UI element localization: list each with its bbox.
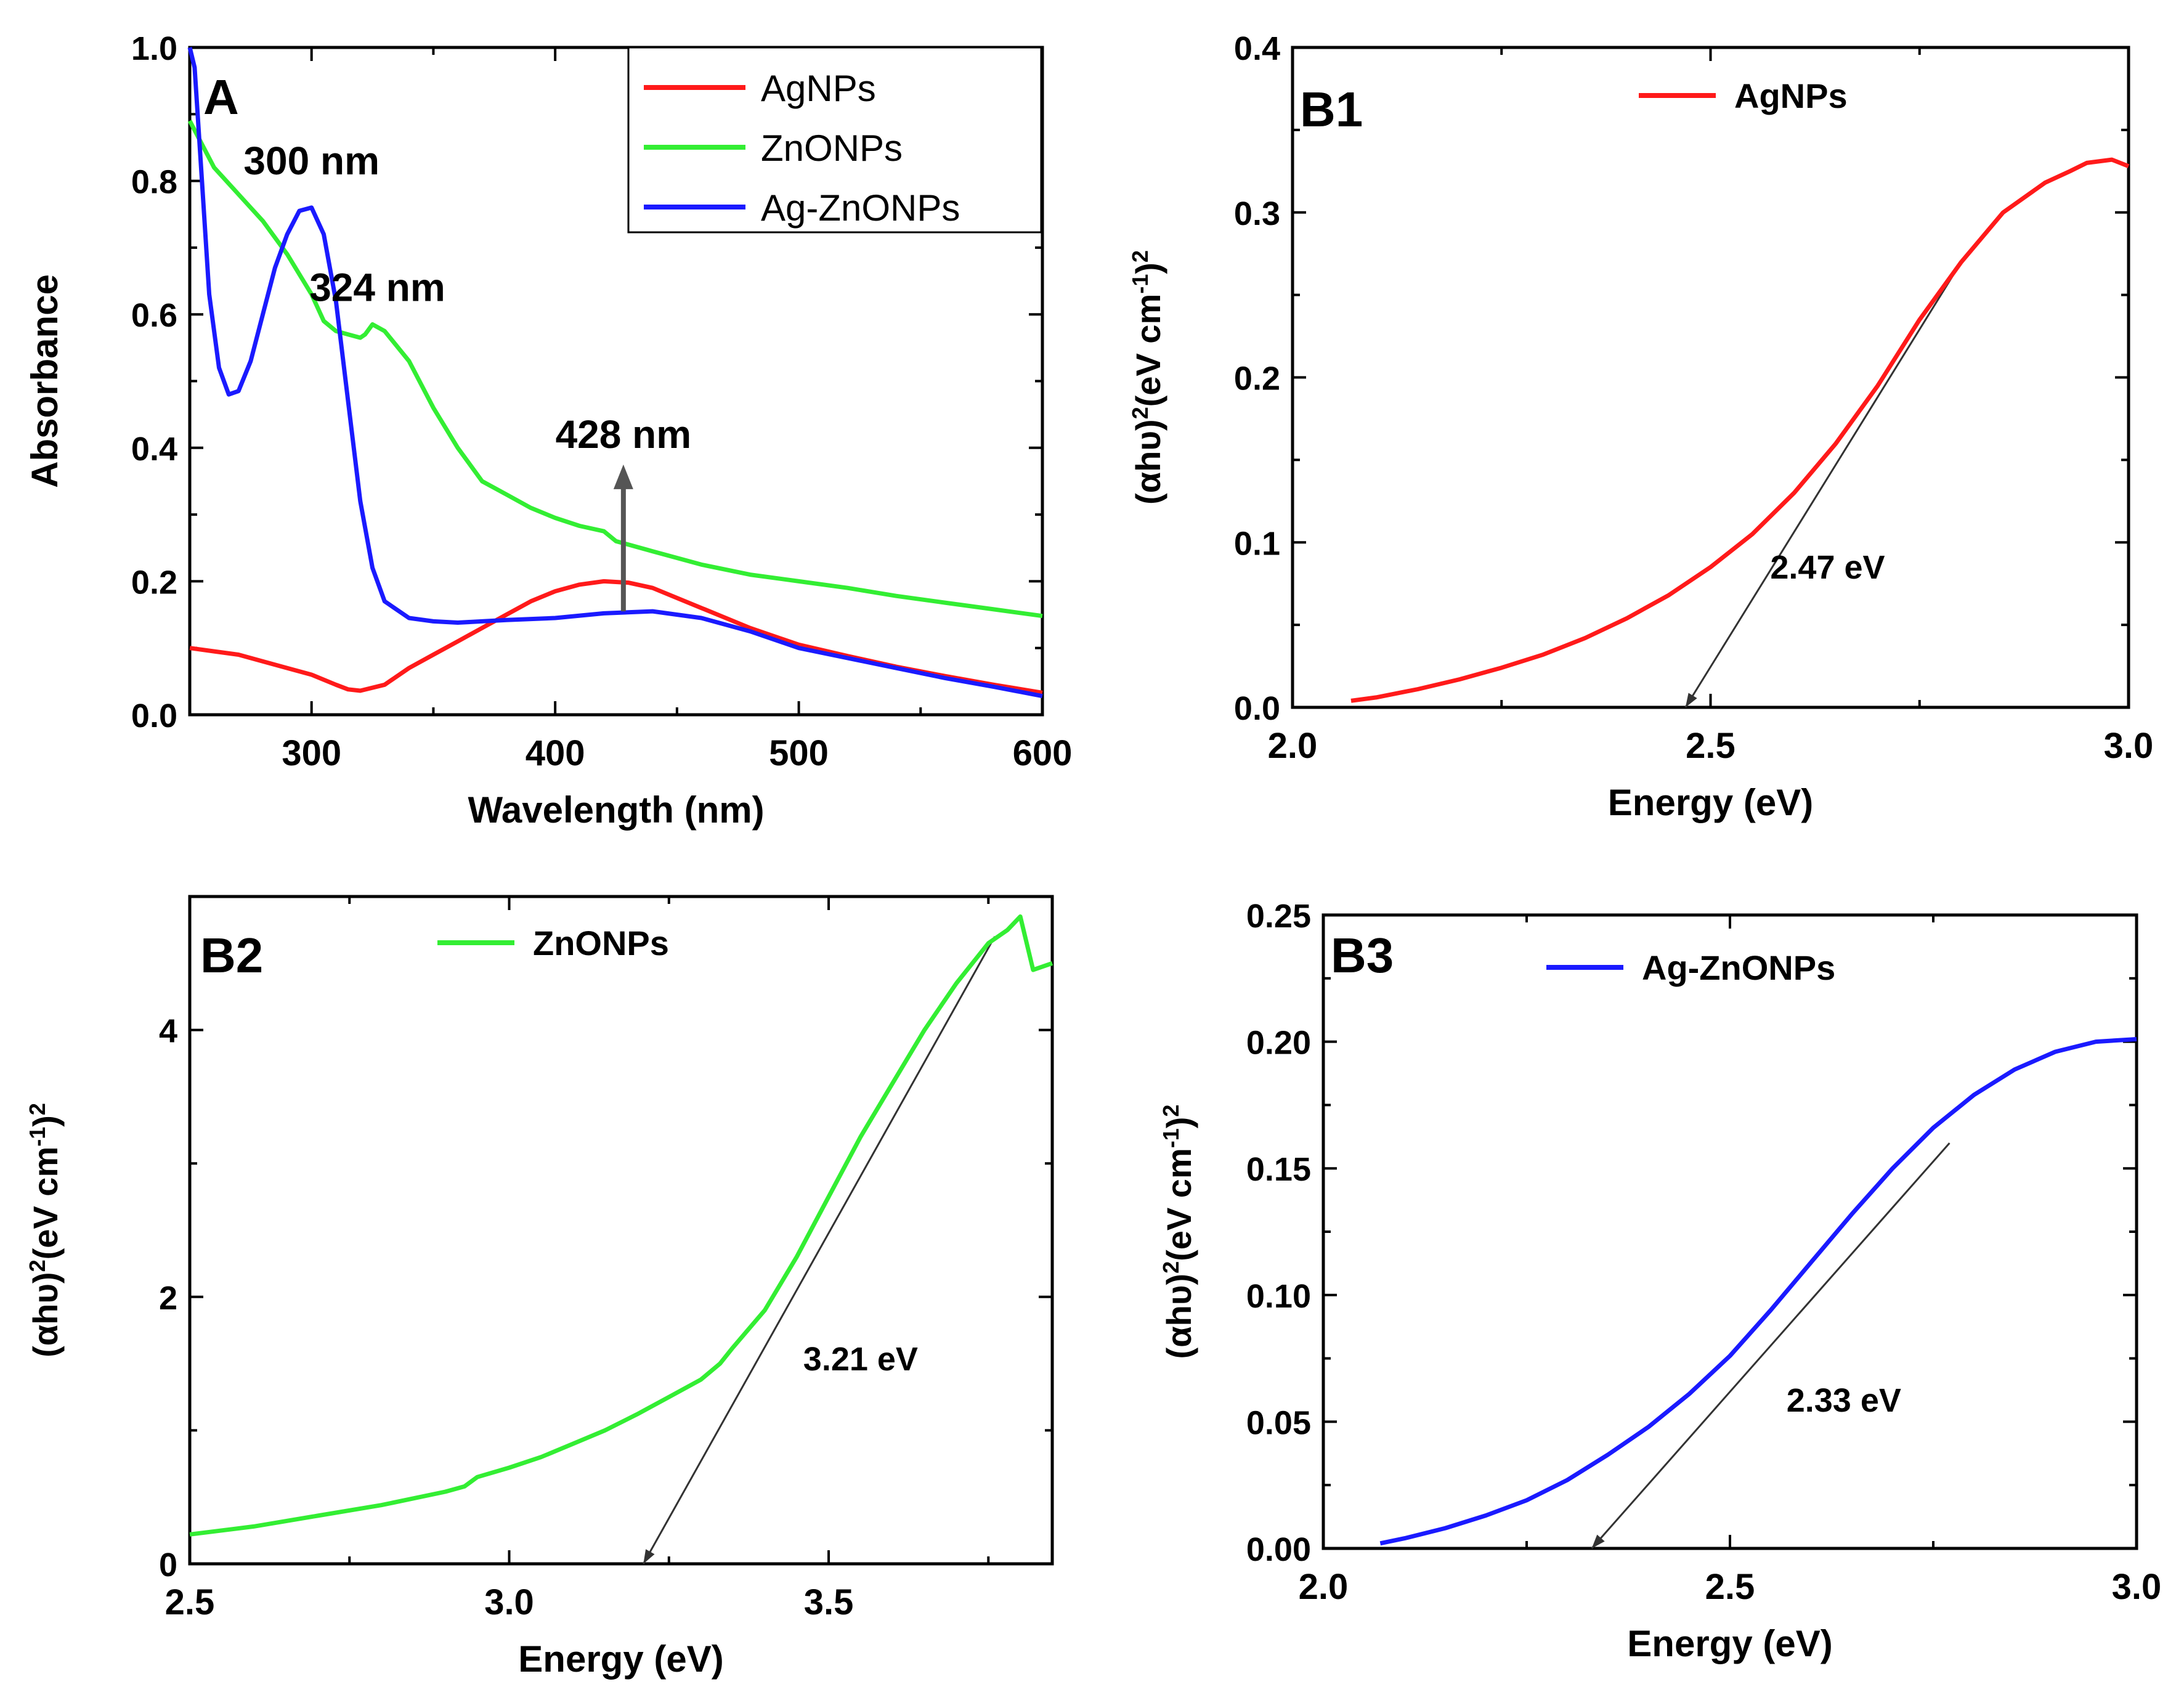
tangent-arrowhead [1685, 693, 1697, 707]
x-axis-label: Energy (eV) [1627, 1623, 1832, 1664]
x-axis-label: Energy (eV) [518, 1638, 723, 1680]
legend-entry: AgNPs [761, 68, 876, 109]
y-tick-label: 1.0 [131, 30, 177, 67]
y-tick-label: 0.20 [1246, 1025, 1311, 1062]
peak-arrowhead [613, 464, 633, 489]
panel-label: B3 [1331, 928, 1394, 983]
y-tick-label: 0.2 [1234, 360, 1280, 397]
y-tick-label: 0.10 [1246, 1278, 1311, 1315]
y-tick-label: 0 [159, 1547, 177, 1584]
y-tick-label: 4 [159, 1013, 177, 1050]
y-tick-label: 2 [159, 1280, 177, 1317]
y-axis-label: (αhυ)2(eV cm-1)2 [1158, 1105, 1199, 1359]
legend-entry: Ag-ZnONPs [761, 187, 960, 229]
y-tick-label: 0.0 [1234, 690, 1280, 727]
tangent-line [1684, 261, 1962, 708]
panel-label: A [203, 70, 239, 124]
tangent-arrowhead [643, 1549, 655, 1564]
y-tick-label: 0.25 [1246, 898, 1311, 935]
panel-b3: 2.0 2.5 3.0 0.00 0.05 0.10 0.15 0.20 0.25 Energy … [1158, 898, 2162, 1664]
annotation-label: 3.21 eV [803, 1341, 918, 1378]
x-tick-label: 3.0 [2112, 1567, 2162, 1607]
legend-entry: ZnONPs [533, 924, 669, 962]
series-line-znonps [189, 914, 1053, 1537]
x-tick-label: 600 [1013, 733, 1073, 773]
panel-a: 300 400 500 600 0.0 0.2 0.4 0.6 0.8 1.0 Wavelength… [24, 30, 1072, 831]
legend-entry: AgNPs [1734, 76, 1848, 115]
y-tick-label: 0.4 [131, 431, 177, 468]
tangent-line [642, 936, 996, 1564]
x-tick-label: 2.5 [165, 1582, 215, 1622]
series-line-znonps [187, 120, 1043, 619]
y-tick-label: 0.15 [1246, 1151, 1311, 1188]
y-tick-label: 0.0 [131, 697, 177, 734]
annotation-label: 324 nm [309, 266, 445, 310]
y-tick-label: 0.00 [1246, 1531, 1311, 1568]
y-tick-label: 0.05 [1246, 1404, 1311, 1441]
y-tick-label: 0.4 [1234, 30, 1280, 67]
panel-label: B2 [200, 928, 263, 983]
y-axis-label: (αhυ)2(eV cm-1)2 [1127, 250, 1168, 505]
panel-b2: 2.5 3.0 3.5 0 2 4 Energy (eV) (αhυ)2(eV cm-1)2 3… [25, 895, 1054, 1680]
annotation-label: 2.47 eV [1770, 549, 1885, 586]
x-axis-label: Energy (eV) [1608, 782, 1813, 823]
annotation-label: 300 nm [243, 139, 380, 183]
y-tick-label: 0.6 [131, 297, 177, 334]
x-tick-label: 500 [769, 733, 829, 773]
x-tick-label: 3.5 [804, 1582, 854, 1622]
legend-box [627, 46, 1042, 234]
y-tick-label: 0.8 [131, 164, 177, 201]
panel-b1: 2.0 2.5 3.0 0.0 0.1 0.2 0.3 0.4 Energy (eV) (αhυ)… [1127, 30, 2154, 823]
x-tick-label: 400 [526, 733, 585, 773]
legend-entry: ZnONPs [761, 128, 903, 169]
x-tick-label: 2.5 [1705, 1567, 1755, 1607]
series-line-ag-znonps [187, 47, 1043, 699]
tangent-line [1591, 1142, 1951, 1549]
y-tick-label: 0.2 [131, 564, 177, 601]
x-axis-label: Wavelength (nm) [468, 789, 764, 831]
tangent-arrowhead [1591, 1534, 1605, 1548]
panel-label: B1 [1300, 82, 1363, 137]
x-tick-label: 2.5 [1686, 726, 1736, 766]
y-tick-label: 0.1 [1234, 525, 1280, 562]
series-line-agnps [1350, 157, 2130, 703]
x-tick-label: 3.0 [2104, 726, 2154, 766]
series-line-ag-znonps [1379, 1037, 2137, 1546]
series-line-agnps [189, 579, 1043, 695]
legend-entry: Ag-ZnONPs [1642, 948, 1835, 987]
plot-frame [188, 895, 1054, 1566]
y-axis-label: Absorbance [24, 274, 65, 488]
y-axis-label: (αhυ)2(eV cm-1)2 [25, 1103, 65, 1357]
annotation-label: 428 nm [556, 412, 692, 457]
x-tick-label: 2.0 [1299, 1567, 1349, 1607]
x-tick-label: 2.0 [1268, 726, 1318, 766]
x-tick-label: 300 [282, 733, 341, 773]
y-tick-label: 0.3 [1234, 195, 1280, 232]
annotation-label: 2.33 eV [1787, 1382, 1901, 1419]
x-tick-label: 3.0 [484, 1582, 534, 1622]
